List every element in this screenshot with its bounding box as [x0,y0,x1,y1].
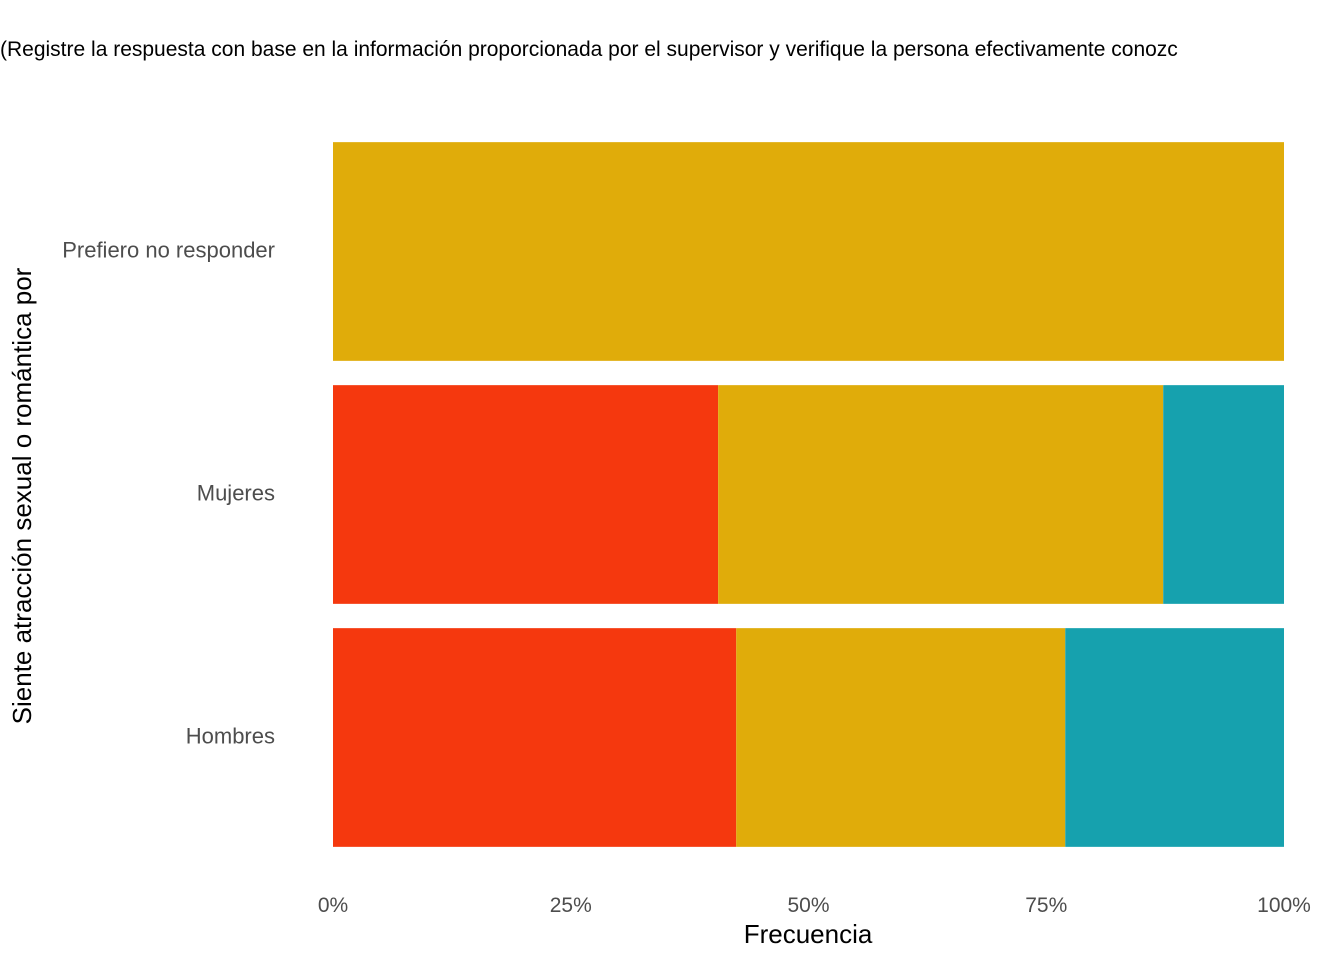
x-tick-label: 0% [318,894,348,917]
x-tick-label: 50% [787,894,829,917]
x-tick-label: 75% [1025,894,1067,917]
category-labels: Hombres Mujeres Prefiero no responder [62,237,275,748]
category-label: Mujeres [197,480,275,505]
bars-group [333,142,1284,847]
chart-title: (Registre la respuesta con base en la in… [0,38,1178,61]
y-axis-title: Siente atracción sexual o romántica por [7,267,37,724]
category-label: Prefiero no responder [62,237,275,262]
x-tick-label: 100% [1257,894,1311,917]
bar-segment-1-mujeres [333,385,719,604]
x-axis-title: Frecuencia [744,919,873,949]
bar-segment-2-hombres [736,628,1066,847]
bar-segment-2-mujeres [718,385,1164,604]
bar-segment-3-hombres [1065,628,1284,847]
x-tick-label: 25% [550,894,592,917]
category-label: Hombres [186,723,275,748]
x-axis-ticks: 0% 25% 50% 75% 100% [318,894,1311,917]
bar-segment-3-mujeres [1163,385,1284,604]
bar-segment-1-hombres [333,628,737,847]
bar-segment-2-prefiero-no-responder [333,142,1284,361]
